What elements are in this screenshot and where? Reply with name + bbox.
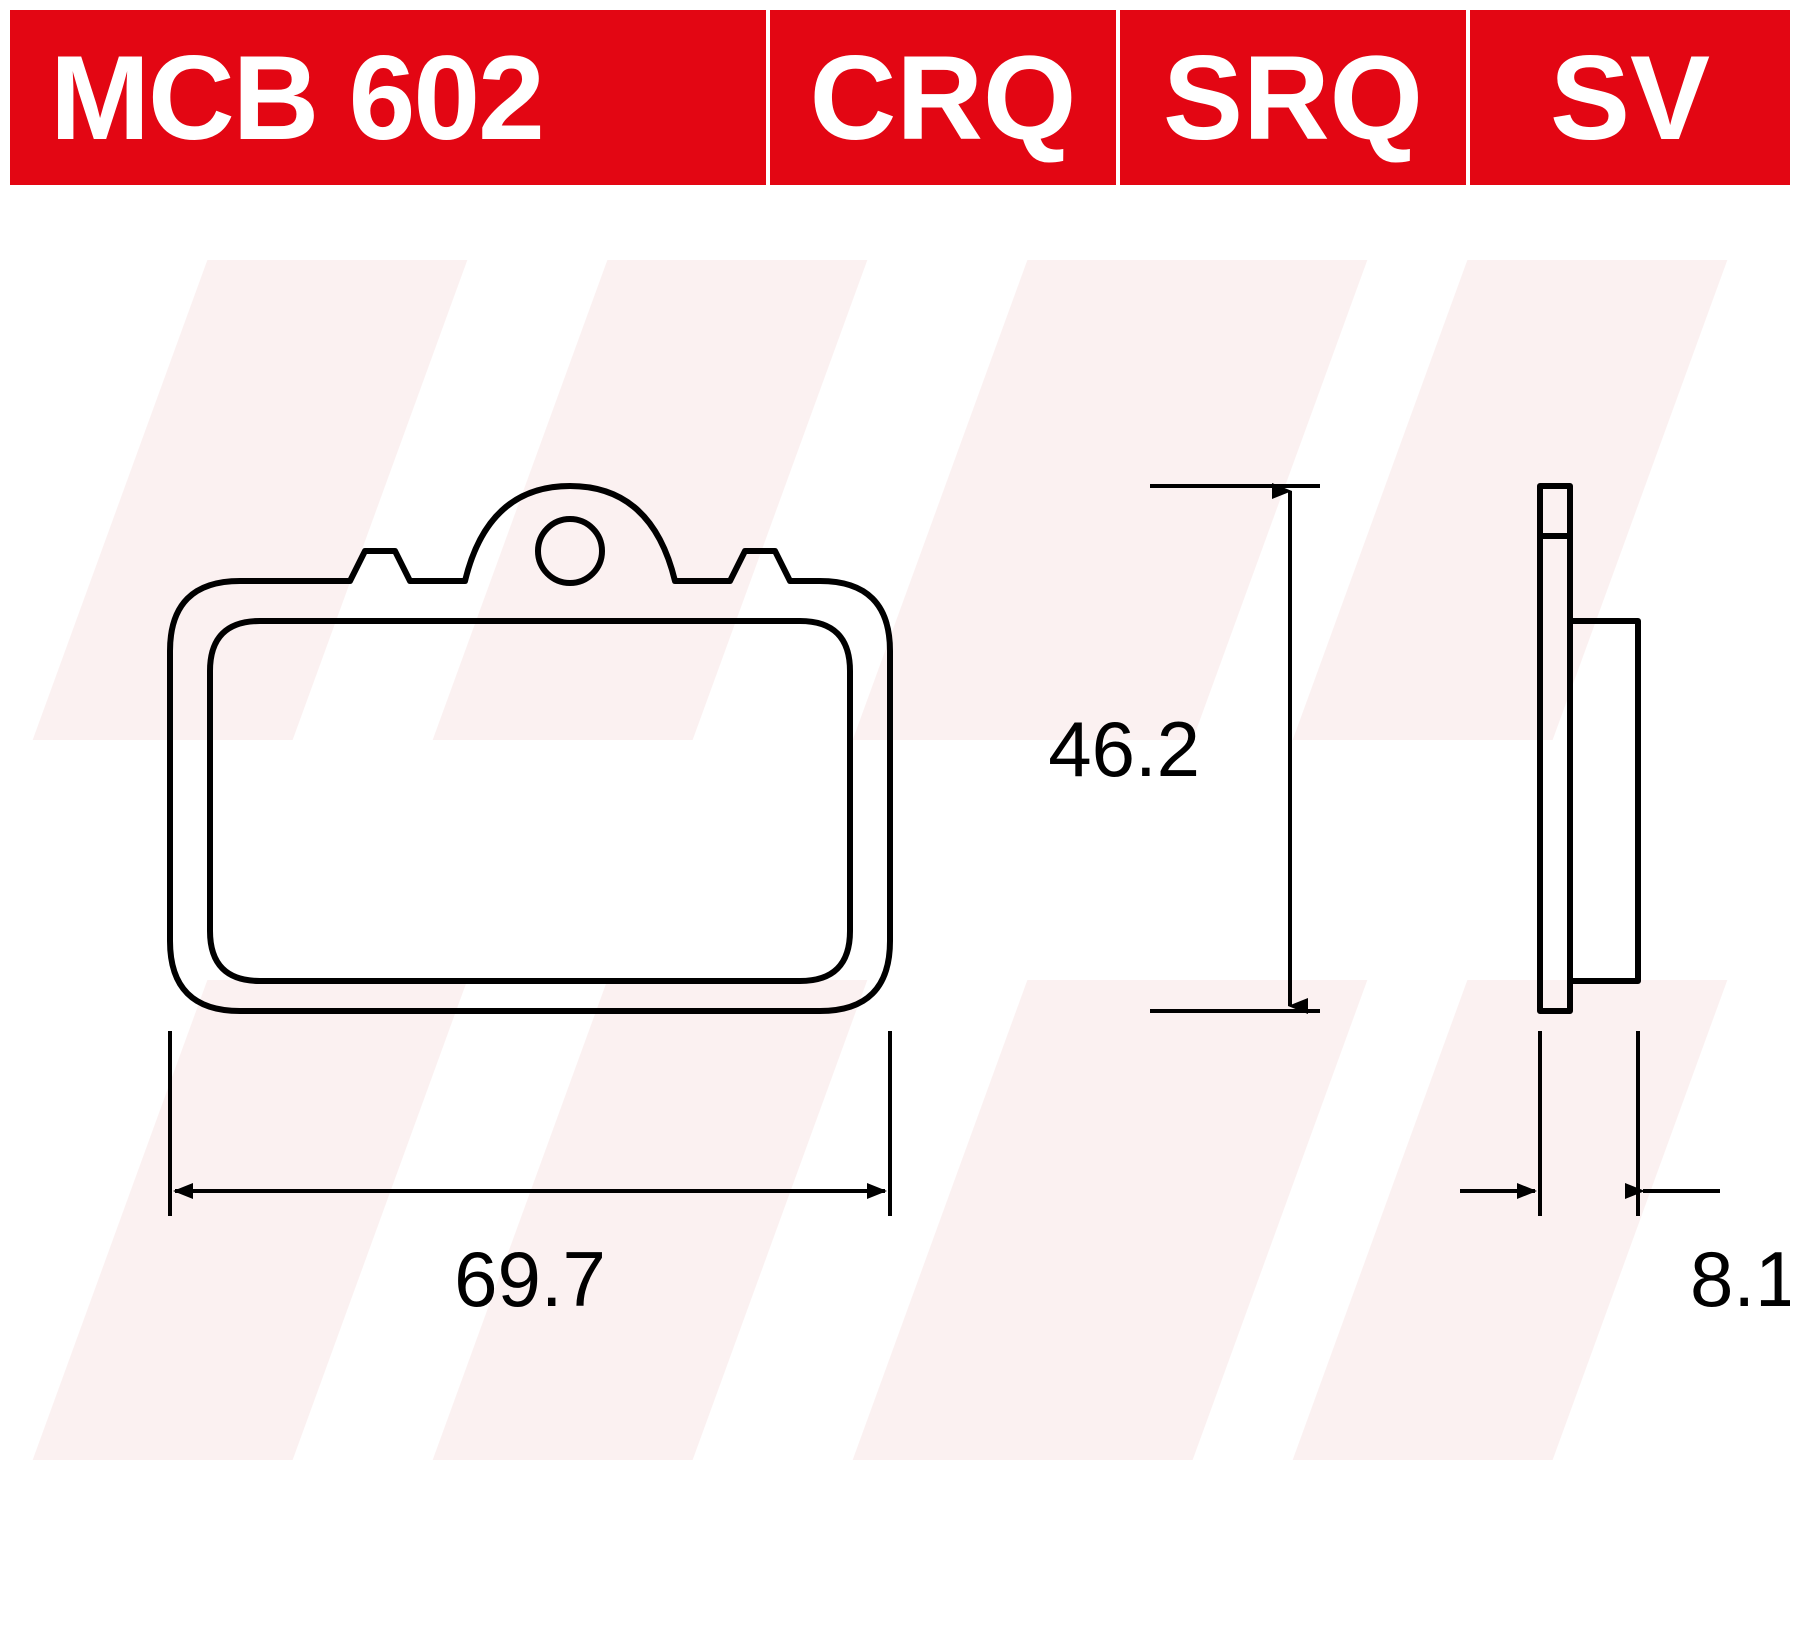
header-bar: MCB 602 CRQ SRQ SV bbox=[10, 10, 1790, 185]
header-part-number: MCB 602 bbox=[10, 10, 770, 185]
dimension-width-value: 69.7 bbox=[454, 1235, 606, 1323]
side-view bbox=[1540, 486, 1638, 1011]
header-variant-sv: SV bbox=[1470, 10, 1790, 185]
dimension-height-value: 46.2 bbox=[1048, 705, 1200, 793]
technical-drawing: 69.7 46.2 8.1 bbox=[10, 230, 1790, 1632]
dimension-width bbox=[170, 1031, 890, 1216]
header-variant-srq: SRQ bbox=[1120, 10, 1470, 185]
dimension-thickness-value: 8.1 bbox=[1690, 1235, 1790, 1323]
header-variant-crq: CRQ bbox=[770, 10, 1120, 185]
front-view bbox=[170, 486, 890, 1011]
dimension-thickness bbox=[1460, 1031, 1720, 1216]
